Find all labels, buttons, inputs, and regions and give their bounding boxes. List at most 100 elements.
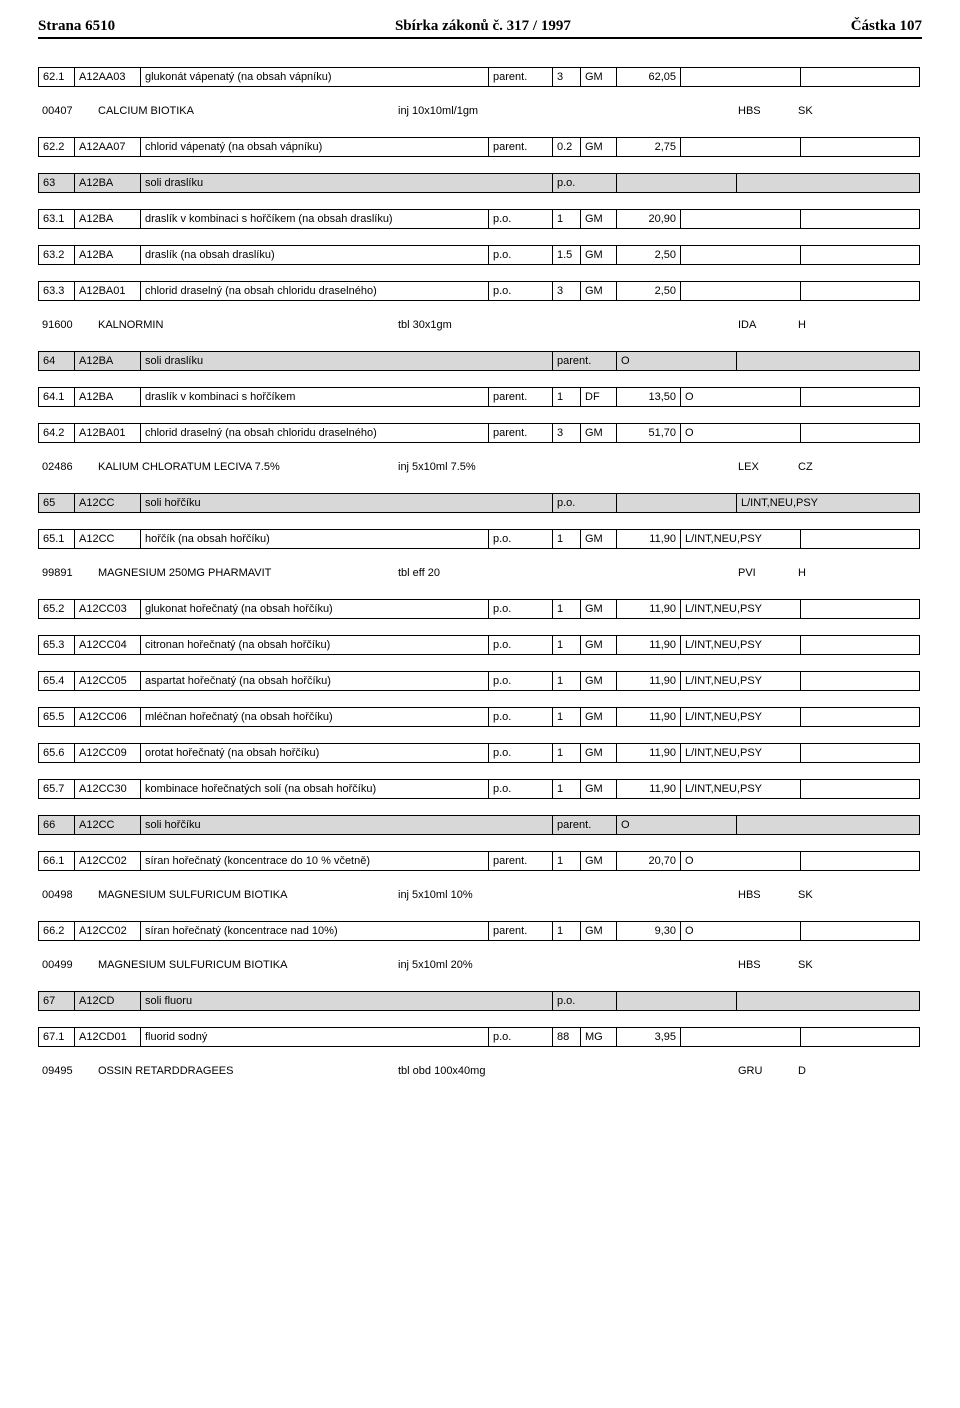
cell-c-extra bbox=[800, 851, 920, 871]
cat-cell: 66 bbox=[38, 815, 74, 835]
cat-cell: L/INT,NEU,PSY bbox=[736, 493, 920, 513]
cell-c-unit: GM bbox=[580, 743, 616, 763]
data-row: 65.4A12CC05aspartat hořečnatý (na obsah … bbox=[38, 671, 922, 691]
cell-c-desc: síran hořečnatý (koncentrace do 10 % vče… bbox=[140, 851, 488, 871]
cell-c-route: p.o. bbox=[488, 281, 552, 301]
med-form: inj 5x10ml 7.5% bbox=[398, 459, 598, 475]
data-row: 65.1A12CChořčík (na obsah hořčíku)p.o.1G… bbox=[38, 529, 922, 549]
cell-c-n: 3 bbox=[552, 281, 580, 301]
cell-c-n: 1 bbox=[552, 529, 580, 549]
med-mfr: HBS bbox=[738, 957, 798, 973]
cell-c-idx: 62.1 bbox=[38, 67, 74, 87]
cat-cell: A12CC bbox=[74, 815, 140, 835]
cell-c-extra bbox=[800, 387, 920, 407]
cell-c-n: 1 bbox=[552, 921, 580, 941]
data-row: 63.1A12BAdraslík v kombinaci s hořčíkem … bbox=[38, 209, 922, 229]
cell-c-unit: GM bbox=[580, 635, 616, 655]
data-row: 62.2A12AA07chlorid vápenatý (na obsah vá… bbox=[38, 137, 922, 157]
cell-c-n: 1 bbox=[552, 851, 580, 871]
cell-c-route: parent. bbox=[488, 851, 552, 871]
cell-c-desc: chlorid draselný (na obsah chloridu dras… bbox=[140, 423, 488, 443]
cell-c-route: p.o. bbox=[488, 635, 552, 655]
cell-c-n: 3 bbox=[552, 67, 580, 87]
cell-c-val: 11,90 bbox=[616, 779, 680, 799]
cell-c-idx: 63.1 bbox=[38, 209, 74, 229]
cell-c-route: parent. bbox=[488, 387, 552, 407]
category-row: 64A12BAsoli draslíkuparent.O bbox=[38, 351, 922, 371]
cell-c-flag bbox=[680, 245, 800, 265]
cat-cell: p.o. bbox=[552, 493, 616, 513]
med-form: tbl 30x1gm bbox=[398, 317, 598, 333]
cell-c-n: 88 bbox=[552, 1027, 580, 1047]
category-row: 65A12CCsoli hořčíkup.o.L/INT,NEU,PSY bbox=[38, 493, 922, 513]
data-row: 67.1A12CD01fluorid sodnýp.o.88MG3,95 bbox=[38, 1027, 922, 1047]
cat-cell: parent. bbox=[552, 351, 616, 371]
med-spacer bbox=[598, 1063, 738, 1079]
cell-c-n: 1 bbox=[552, 707, 580, 727]
cell-c-flag: O bbox=[680, 387, 800, 407]
med-code: 00499 bbox=[42, 957, 98, 973]
cell-c-code: A12CD01 bbox=[74, 1027, 140, 1047]
med-code: 09495 bbox=[42, 1063, 98, 1079]
cell-c-idx: 67.1 bbox=[38, 1027, 74, 1047]
cell-c-flag: L/INT,NEU,PSY bbox=[680, 529, 800, 549]
med-ctry: SK bbox=[798, 103, 858, 119]
cell-c-code: A12CC06 bbox=[74, 707, 140, 727]
cat-cell: parent. bbox=[552, 815, 616, 835]
med-mfr: HBS bbox=[738, 887, 798, 903]
cell-c-extra bbox=[800, 423, 920, 443]
cell-c-val: 9,30 bbox=[616, 921, 680, 941]
med-mfr: IDA bbox=[738, 317, 798, 333]
medicine-row: 02486KALIUM CHLORATUM LECIVA 7.5%inj 5x1… bbox=[38, 459, 922, 475]
cat-cell bbox=[736, 815, 920, 835]
cell-c-route: parent. bbox=[488, 137, 552, 157]
cell-c-n: 1 bbox=[552, 387, 580, 407]
cell-c-flag bbox=[680, 137, 800, 157]
category-row: 63A12BAsoli draslíkup.o. bbox=[38, 173, 922, 193]
cat-cell: A12CD bbox=[74, 991, 140, 1011]
cell-c-idx: 65.3 bbox=[38, 635, 74, 655]
med-code: 91600 bbox=[42, 317, 98, 333]
med-name: CALCIUM BIOTIKA bbox=[98, 103, 398, 119]
cell-c-flag: L/INT,NEU,PSY bbox=[680, 599, 800, 619]
med-ctry: H bbox=[798, 317, 858, 333]
cell-c-idx: 64.1 bbox=[38, 387, 74, 407]
medicine-row: 91600KALNORMINtbl 30x1gmIDAH bbox=[38, 317, 922, 333]
cell-c-unit: GM bbox=[580, 707, 616, 727]
document-body: 62.1A12AA03glukonát vápenatý (na obsah v… bbox=[38, 67, 922, 1079]
cat-cell: 64 bbox=[38, 351, 74, 371]
cell-c-unit: GM bbox=[580, 599, 616, 619]
med-form: tbl eff 20 bbox=[398, 565, 598, 581]
cell-c-route: p.o. bbox=[488, 707, 552, 727]
cell-c-route: p.o. bbox=[488, 779, 552, 799]
data-row: 63.3A12BA01chlorid draselný (na obsah ch… bbox=[38, 281, 922, 301]
cell-c-n: 1 bbox=[552, 743, 580, 763]
cell-c-idx: 65.2 bbox=[38, 599, 74, 619]
cat-cell: soli fluoru bbox=[140, 991, 552, 1011]
cell-c-code: A12AA07 bbox=[74, 137, 140, 157]
cell-c-unit: GM bbox=[580, 209, 616, 229]
cell-c-unit: GM bbox=[580, 529, 616, 549]
med-code: 99891 bbox=[42, 565, 98, 581]
cell-c-unit: GM bbox=[580, 67, 616, 87]
med-code: 00407 bbox=[42, 103, 98, 119]
cell-c-flag: O bbox=[680, 851, 800, 871]
med-ctry: CZ bbox=[798, 459, 858, 475]
cell-c-n: 1 bbox=[552, 779, 580, 799]
data-row: 65.7A12CC30kombinace hořečnatých solí (n… bbox=[38, 779, 922, 799]
med-form: inj 5x10ml 20% bbox=[398, 957, 598, 973]
cell-c-code: A12CC09 bbox=[74, 743, 140, 763]
cat-cell: O bbox=[616, 815, 736, 835]
med-spacer bbox=[598, 103, 738, 119]
cell-c-unit: GM bbox=[580, 245, 616, 265]
cell-c-desc: draslík (na obsah draslíku) bbox=[140, 245, 488, 265]
cat-cell: 65 bbox=[38, 493, 74, 513]
cell-c-desc: draslík v kombinaci s hořčíkem bbox=[140, 387, 488, 407]
medicine-row: 99891MAGNESIUM 250MG PHARMAVITtbl eff 20… bbox=[38, 565, 922, 581]
cell-c-n: 3 bbox=[552, 423, 580, 443]
cell-c-n: 1 bbox=[552, 599, 580, 619]
cell-c-code: A12CC02 bbox=[74, 921, 140, 941]
cell-c-n: 1 bbox=[552, 209, 580, 229]
med-code: 00498 bbox=[42, 887, 98, 903]
cell-c-flag bbox=[680, 67, 800, 87]
